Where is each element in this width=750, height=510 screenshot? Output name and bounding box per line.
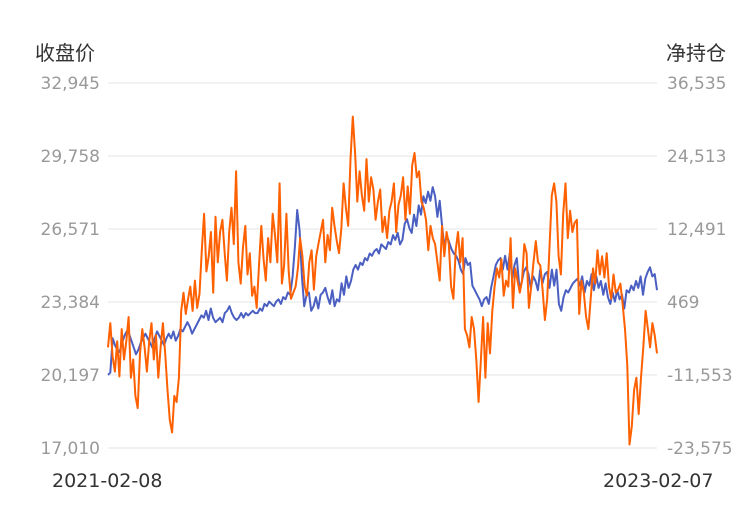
net-position-line [107, 115, 658, 446]
x-axis-end-label: 2023-02-07 [603, 470, 714, 492]
right-axis-title: 净持仓 [666, 41, 726, 65]
right-tick-label: 469 [667, 293, 699, 313]
right-tick-label: 12,491 [667, 220, 726, 240]
left-tick-label: 32,945 [41, 74, 100, 94]
right-tick-label: -11,553 [667, 366, 733, 386]
x-axis-start-label: 2021-02-08 [52, 470, 163, 492]
right-tick-label: 24,513 [667, 147, 726, 167]
left-tick-label: 20,197 [41, 366, 100, 386]
right-tick-label: -23,575 [667, 439, 733, 459]
left-tick-label: 29,758 [41, 147, 100, 167]
left-tick-label: 17,010 [41, 439, 100, 459]
left-tick-label: 26,571 [41, 220, 100, 240]
left-tick-label: 23,384 [41, 293, 100, 313]
close-price-line [107, 186, 658, 376]
left-axis-title: 收盘价 [35, 41, 95, 65]
right-tick-label: 36,535 [667, 74, 726, 94]
